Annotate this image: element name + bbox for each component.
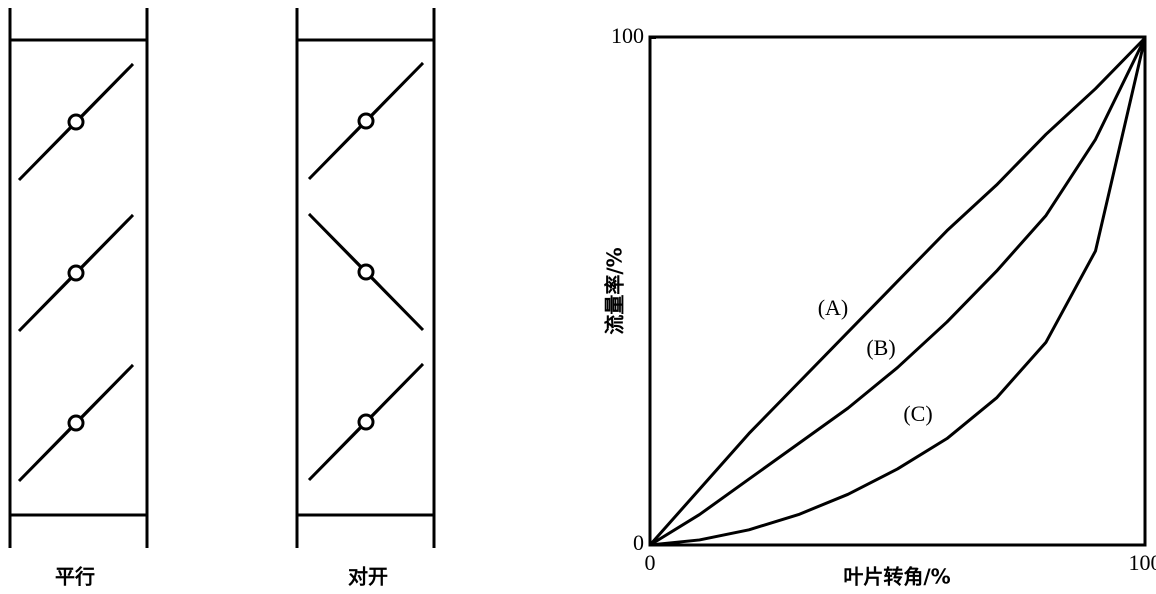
plot-frame <box>648 35 1147 547</box>
curve-label: (B) <box>866 335 895 360</box>
blade-pivot <box>67 414 85 432</box>
curve <box>648 36 1147 546</box>
blade <box>17 62 135 182</box>
blade-pivot <box>67 264 85 282</box>
diagram-label: 平行 <box>55 565 95 589</box>
x-tick-label: 0 <box>645 550 656 575</box>
blade <box>307 61 425 181</box>
damper-opposed: 对开 <box>295 8 436 589</box>
blade <box>307 212 425 332</box>
blade <box>17 213 135 333</box>
diagram-label: 对开 <box>348 565 388 589</box>
curve-label: (C) <box>903 401 932 426</box>
x-tick-label: 100 <box>1129 550 1156 575</box>
y-tick-label: 0 <box>633 530 644 555</box>
y-axis-label: 流量率/% <box>603 247 627 334</box>
blade <box>17 363 135 483</box>
blade-pivot <box>357 263 375 281</box>
blade-pivot <box>67 113 85 131</box>
curve-label: (A) <box>818 295 849 320</box>
curve <box>649 37 1147 547</box>
blade <box>307 362 425 482</box>
y-tick-label: 100 <box>611 23 644 48</box>
curve <box>649 37 1147 547</box>
blade-pivot <box>357 112 375 130</box>
damper-parallel: 平行 <box>8 8 149 589</box>
x-axis-label: 叶片转角/% <box>843 565 950 589</box>
blade-pivot <box>357 413 375 431</box>
